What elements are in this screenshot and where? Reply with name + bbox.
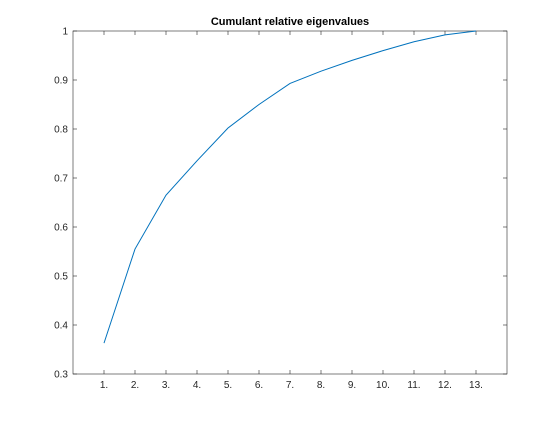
x-tick-label: 7. xyxy=(286,380,294,391)
x-tick-label: 3. xyxy=(162,380,170,391)
series-line xyxy=(103,30,477,344)
data-point xyxy=(444,34,445,35)
y-tick-label: 0.3 xyxy=(54,370,68,381)
y-tick-label: 0.5 xyxy=(54,272,68,283)
x-tick-label: 10. xyxy=(376,380,390,391)
x-tick-label: 1. xyxy=(100,380,108,391)
y-tick-label: 0.8 xyxy=(54,125,68,136)
y-tick-label: 0.7 xyxy=(54,174,68,185)
chart-title: Cumulant relative eigenvalues xyxy=(211,16,369,28)
data-point xyxy=(320,71,321,72)
data-point xyxy=(413,41,414,42)
series-layer xyxy=(103,30,477,344)
data-point xyxy=(227,127,228,128)
axes: 0.30.40.50.60.70.80.911. 2. 3. 4. 5. 6. 7. 8. 9.… xyxy=(54,27,508,391)
data-point xyxy=(475,30,476,31)
x-tick-label: 8. xyxy=(317,380,325,391)
x-tick-label: 2. xyxy=(131,380,139,391)
x-tick-label: 6. xyxy=(255,380,263,391)
data-point xyxy=(258,104,259,105)
data-point xyxy=(289,83,290,84)
data-point xyxy=(351,60,352,61)
x-tick-label: 9. xyxy=(348,380,356,391)
y-tick-label: 0.6 xyxy=(54,223,68,234)
data-point xyxy=(382,50,383,51)
x-tick-label: 11. xyxy=(407,380,420,391)
data-point xyxy=(196,160,197,161)
x-tick-label: 5. xyxy=(224,380,232,391)
data-point xyxy=(134,248,135,249)
x-tick-label: 12. xyxy=(438,380,452,391)
data-point xyxy=(165,195,166,196)
y-tick-label: 1 xyxy=(62,27,68,38)
y-tick-label: 0.9 xyxy=(54,76,68,87)
x-tick-label: 4. xyxy=(193,380,201,391)
x-tick-label: 13. xyxy=(469,380,483,391)
data-point xyxy=(103,343,104,344)
plot-background xyxy=(73,31,507,374)
y-tick-label: 0.4 xyxy=(54,321,68,332)
